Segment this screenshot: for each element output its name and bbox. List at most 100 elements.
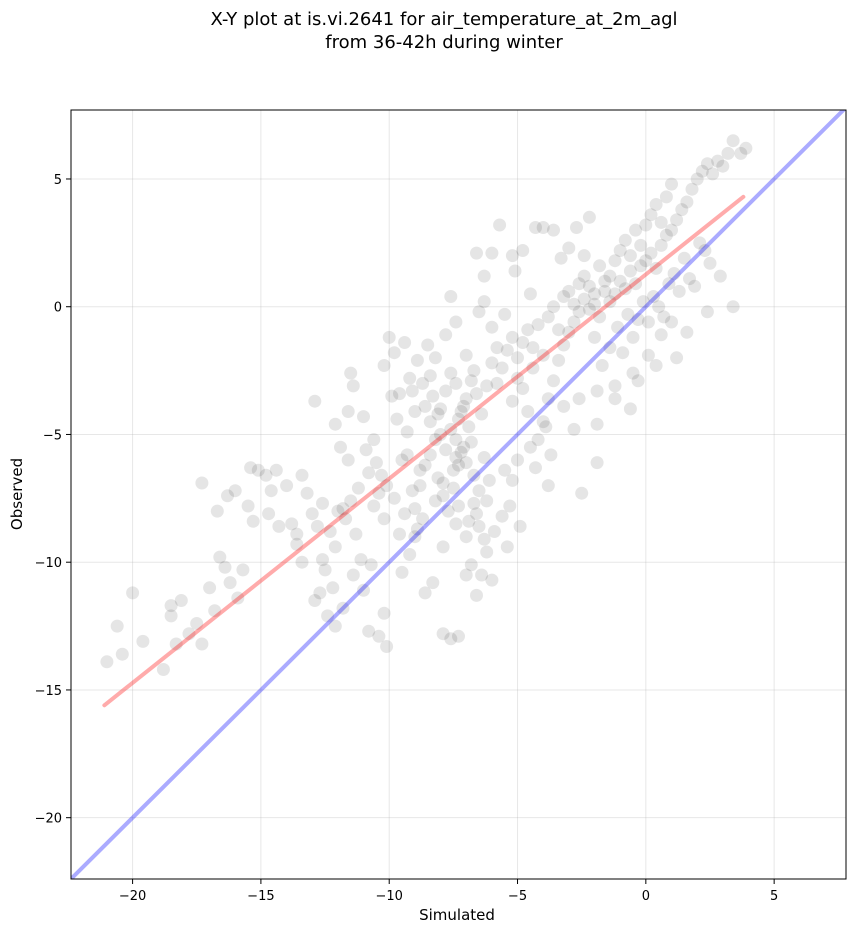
scatter-point (567, 297, 581, 311)
scatter-point (618, 233, 632, 247)
x-tick-label: −5 (508, 889, 527, 904)
scatter-point (449, 451, 463, 464)
scatter-point (688, 279, 702, 293)
scatter-point (305, 507, 319, 521)
scatter-point (452, 499, 465, 513)
scatter-point (308, 594, 322, 607)
scatter-point (423, 448, 437, 462)
scatter-point (470, 507, 483, 521)
scatter-point (590, 384, 604, 398)
scatter-point (421, 338, 435, 352)
scatter-point (210, 504, 224, 518)
scatter-point (698, 244, 712, 257)
scatter-point (582, 302, 596, 316)
scatter-point (613, 244, 627, 257)
scatter-point (223, 576, 237, 590)
scatter-point (446, 481, 460, 495)
scatter-point (557, 338, 571, 352)
reference-lines (71, 110, 846, 879)
scatter-point (290, 537, 304, 551)
scatter-point (629, 277, 643, 291)
scatter-point (623, 264, 637, 278)
scatter-point (618, 282, 632, 296)
scatter-point (459, 348, 473, 362)
scatter-point (603, 269, 617, 283)
scatter-point (675, 203, 689, 217)
scatter-point (385, 389, 399, 403)
scatter-point (444, 290, 458, 303)
scatter-point (377, 512, 391, 526)
scatter-point (639, 254, 653, 268)
scatter-point (375, 468, 388, 482)
scatter-point (452, 412, 465, 426)
y-tick-label: −20 (35, 812, 62, 827)
scatter-point (567, 422, 581, 436)
scatter-point (431, 407, 445, 421)
scatter-point (700, 305, 714, 319)
scatter-point (521, 323, 535, 337)
scatter-point (575, 486, 589, 500)
scatter-point (398, 507, 412, 521)
scatter-point (498, 463, 512, 477)
scatter-point (603, 295, 617, 309)
scatter-point (436, 627, 450, 641)
scatter-point (236, 563, 250, 577)
scatter-point (531, 433, 545, 447)
scatter-point (459, 530, 473, 544)
scatter-point (336, 601, 350, 615)
scatter-point (354, 553, 368, 567)
scatter-point (608, 379, 622, 393)
scatter-point (328, 619, 342, 633)
scatter-point (264, 484, 278, 498)
scatter-point (408, 530, 422, 544)
scatter-point (639, 218, 653, 232)
scatter-point (156, 663, 170, 676)
scatter-point (598, 274, 612, 288)
scatter-point (408, 405, 422, 418)
scatter-point (475, 568, 489, 582)
scatter-point (100, 655, 114, 669)
scatter-point (577, 292, 591, 306)
scatter-point (459, 456, 473, 470)
scatter-point (505, 473, 519, 487)
scatter-point (726, 300, 740, 314)
scatter-point (641, 348, 655, 362)
scatter-point (454, 405, 468, 418)
scatter-point (359, 443, 373, 457)
scatter-point (434, 402, 447, 416)
scatter-point (544, 448, 558, 462)
scatter-point (562, 284, 576, 298)
scatter-point (485, 356, 499, 370)
scatter-point (444, 632, 458, 646)
plot-frame (70, 109, 847, 880)
scatter-point (470, 246, 483, 260)
scatter-point (598, 284, 612, 298)
scatter-point (316, 496, 329, 510)
scatter-point (713, 269, 727, 283)
scatter-point (457, 440, 471, 454)
scatter-point (470, 387, 483, 401)
scatter-point (552, 353, 566, 367)
scatter-point (377, 359, 391, 372)
scatter-point (562, 241, 576, 255)
scatter-point (616, 346, 630, 360)
scatter-point (221, 489, 234, 503)
x-tick-label: −10 (375, 889, 402, 904)
scatter-point (721, 146, 735, 160)
scatter-point (213, 550, 227, 564)
scatter-point (485, 320, 499, 334)
scatter-point (659, 190, 673, 204)
scatter-point (582, 210, 596, 224)
scatter-point (244, 461, 258, 475)
scatter-point (408, 502, 422, 516)
scatter-point (323, 525, 337, 538)
scatter-point (449, 376, 463, 390)
x-axis-label: Simulated (419, 906, 495, 924)
scatter-point (208, 604, 222, 618)
x-tick-label: −15 (247, 889, 274, 904)
scatter-point (357, 583, 370, 597)
y-tick-label: 5 (54, 173, 62, 188)
scatter-point (439, 443, 453, 457)
scatter-point (665, 315, 678, 329)
scatter-point (636, 295, 650, 309)
